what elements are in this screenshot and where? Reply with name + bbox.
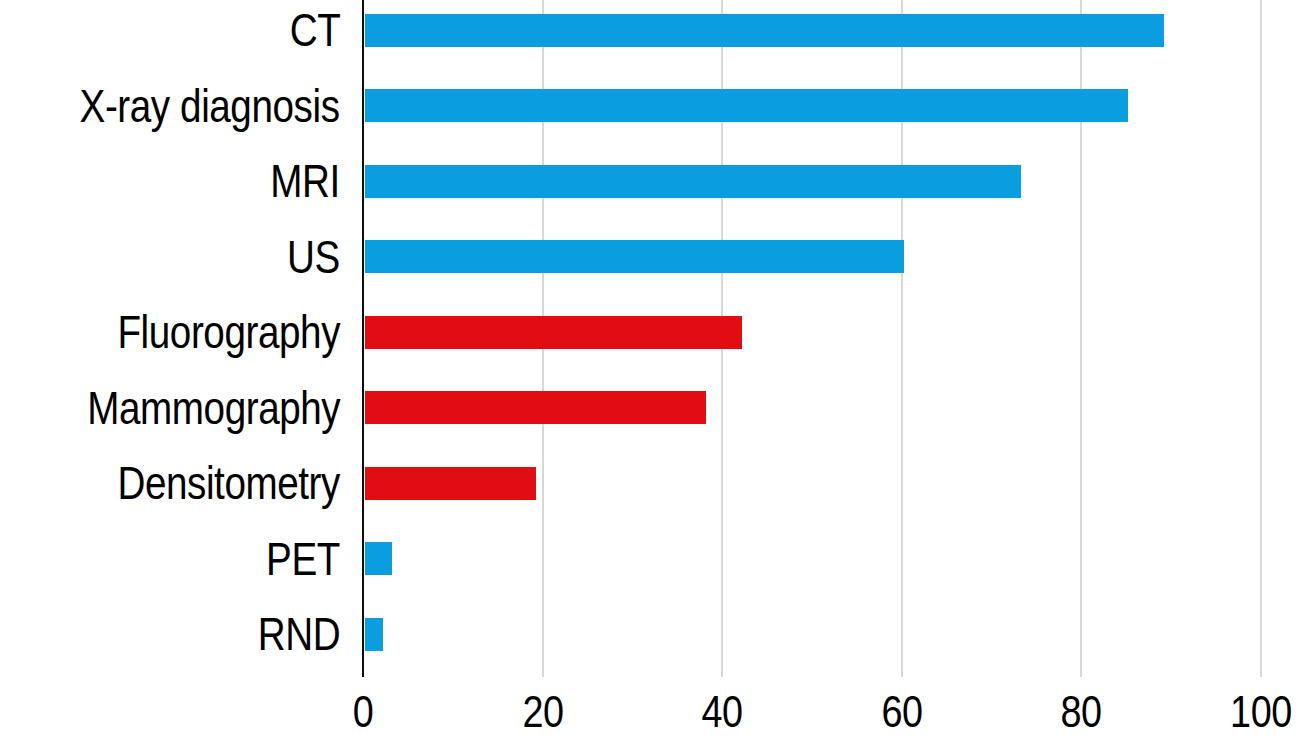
x-tick-label-80: 80 <box>1061 692 1102 732</box>
category-label-fluorography: Fluorography <box>117 304 340 360</box>
category-label-ct: CT <box>289 2 340 58</box>
x-tick-label-40: 40 <box>702 692 743 732</box>
x-tick-label-20: 20 <box>522 692 563 732</box>
x-tick-label-100: 100 <box>1230 692 1292 732</box>
bar-mammography <box>365 391 706 424</box>
category-label-mri: MRI <box>270 153 340 209</box>
x-tick-label-60: 60 <box>881 692 922 732</box>
category-label-rnd: RND <box>258 606 340 662</box>
gridline-100 <box>1260 0 1262 677</box>
bar-rnd <box>365 618 383 651</box>
category-label-mammography: Mammography <box>87 380 340 436</box>
bar-chart: CT X-ray diagnosis MRI US Fluorography Mammog… <box>0 0 1301 745</box>
bar-x-ray-diagnosis <box>365 89 1128 122</box>
y-axis-line <box>362 0 364 677</box>
category-label-densitometry: Densitometry <box>117 455 340 511</box>
x-tick-label-0: 0 <box>353 692 374 732</box>
bar-mri <box>365 165 1021 198</box>
bar-pet <box>365 542 392 575</box>
category-label-us: US <box>287 229 340 285</box>
bar-ct <box>365 14 1164 47</box>
bar-densitometry <box>365 467 536 500</box>
category-label-pet: PET <box>266 531 340 587</box>
bar-fluorography <box>365 316 742 349</box>
bar-us <box>365 240 904 273</box>
category-label-x-ray-diagnosis: X-ray diagnosis <box>80 78 340 134</box>
plot-area <box>363 0 1263 677</box>
